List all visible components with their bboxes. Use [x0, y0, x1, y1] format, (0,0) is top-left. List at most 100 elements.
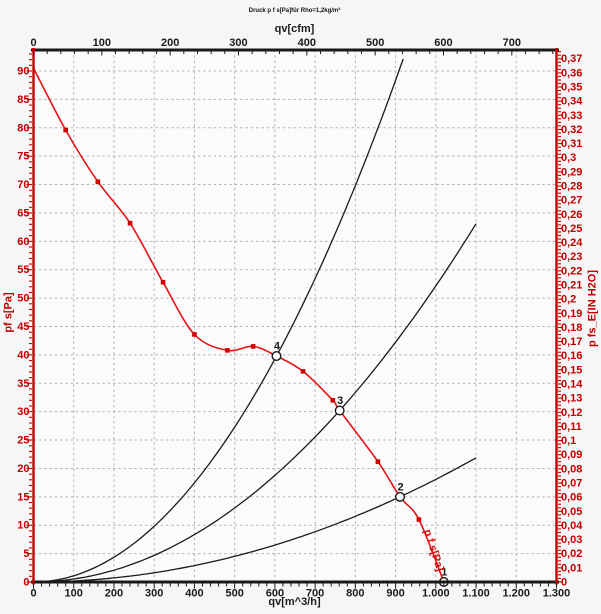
svg-text:0,21: 0,21	[561, 280, 582, 292]
operating-point-marker	[271, 351, 282, 362]
svg-text:0,09: 0,09	[561, 449, 582, 461]
svg-text:0,13: 0,13	[561, 393, 582, 405]
data-point-marker	[250, 344, 256, 349]
system-curve-3	[33, 58, 404, 583]
svg-text:10: 10	[17, 520, 29, 532]
svg-text:0,18: 0,18	[561, 322, 582, 334]
svg-text:300: 300	[229, 37, 247, 49]
svg-text:15: 15	[17, 491, 29, 503]
data-point-marker	[300, 369, 306, 374]
svg-text:0,11: 0,11	[561, 421, 582, 433]
svg-text:0,36: 0,36	[561, 67, 582, 79]
svg-text:1.200: 1.200	[503, 588, 531, 600]
svg-text:0: 0	[561, 577, 567, 589]
left-axis-ticks: 0 5 10 15 20 25 30 35 40 45 50 55 60 65 70 75 80 85 90	[17, 53, 32, 589]
svg-text:20: 20	[17, 463, 29, 475]
svg-text:500: 500	[225, 588, 243, 600]
svg-text:600: 600	[434, 37, 452, 49]
svg-text:700: 700	[306, 588, 324, 600]
svg-text:45: 45	[17, 321, 29, 333]
svg-text:65: 65	[17, 207, 29, 219]
data-point-marker	[192, 332, 197, 337]
svg-text:0,19: 0,19	[561, 308, 582, 320]
svg-text:50: 50	[17, 293, 29, 305]
svg-text:0,35: 0,35	[561, 82, 582, 94]
operating-point-label: 1	[441, 567, 447, 579]
bottom-axis-ticks: 0 100 200 300 400 500 600 700 800 900 1.000 1.100 1.…	[30, 583, 571, 600]
svg-text:200: 200	[161, 37, 179, 49]
svg-text:0,28: 0,28	[561, 181, 582, 193]
data-point-marker	[127, 220, 133, 226]
svg-text:40: 40	[17, 349, 29, 361]
svg-text:500: 500	[366, 37, 384, 49]
plot-area	[33, 50, 557, 582]
svg-text:90: 90	[17, 66, 29, 78]
fan-curve-line	[32, 67, 445, 583]
svg-text:0,12: 0,12	[561, 407, 582, 419]
svg-text:1.000: 1.000	[422, 588, 450, 600]
operating-point-marker	[395, 491, 406, 502]
svg-text:85: 85	[17, 94, 29, 106]
operating-points: 1 2 3 4	[271, 341, 449, 588]
svg-text:800: 800	[346, 588, 364, 600]
svg-text:0,03: 0,03	[561, 534, 582, 546]
svg-text:0,37: 0,37	[561, 53, 582, 65]
right-axis-ticks: 0 0,01 0,02 0,03 0,04 0,05 0,06 0,07 0,08 0,09 0,1…	[558, 51, 583, 589]
svg-text:80: 80	[17, 122, 29, 134]
data-point-marker	[160, 279, 166, 285]
data-point-marker	[225, 348, 230, 353]
svg-text:0,08: 0,08	[561, 463, 582, 475]
svg-text:0: 0	[23, 577, 29, 589]
svg-text:900: 900	[386, 588, 404, 600]
svg-text:25: 25	[17, 435, 29, 447]
svg-text:0,27: 0,27	[561, 195, 582, 207]
svg-text:0,16: 0,16	[561, 350, 582, 362]
data-point-marker	[95, 179, 101, 185]
svg-text:0,17: 0,17	[561, 336, 582, 348]
operating-point-label: 2	[397, 481, 403, 493]
svg-text:0,15: 0,15	[561, 364, 582, 376]
svg-text:400: 400	[185, 588, 203, 600]
svg-text:0,2: 0,2	[561, 294, 576, 306]
svg-text:0,31: 0,31	[561, 138, 582, 150]
system-curve-2	[33, 223, 477, 583]
operating-point-label: 4	[274, 341, 281, 353]
svg-text:0,23: 0,23	[561, 251, 582, 263]
operating-point-label: 3	[337, 395, 343, 407]
svg-text:35: 35	[17, 378, 29, 390]
svg-text:0,07: 0,07	[561, 478, 582, 490]
svg-text:60: 60	[17, 236, 29, 248]
svg-text:1.300: 1.300	[543, 588, 571, 600]
svg-text:600: 600	[266, 588, 284, 600]
data-point-marker	[416, 517, 422, 522]
svg-text:0,26: 0,26	[561, 209, 582, 221]
svg-text:0: 0	[30, 37, 36, 49]
svg-text:0,29: 0,29	[561, 166, 582, 178]
operating-point-marker	[334, 405, 345, 416]
svg-text:1.100: 1.100	[462, 588, 490, 600]
svg-text:0,01: 0,01	[561, 562, 582, 574]
svg-text:300: 300	[145, 588, 163, 600]
svg-text:700: 700	[503, 37, 521, 49]
svg-text:0,33: 0,33	[561, 110, 582, 122]
svg-text:70: 70	[17, 179, 29, 191]
svg-text:0,14: 0,14	[561, 379, 583, 391]
gridlines	[33, 50, 557, 582]
svg-text:0,25: 0,25	[561, 223, 582, 235]
svg-text:0,06: 0,06	[561, 492, 582, 504]
svg-text:75: 75	[17, 151, 29, 163]
svg-text:0,22: 0,22	[561, 265, 582, 277]
svg-text:30: 30	[17, 406, 29, 418]
svg-text:0,32: 0,32	[561, 124, 582, 136]
top-axis-ticks: 0 100 200 300 400 500 600 700	[30, 37, 554, 56]
svg-text:400: 400	[298, 37, 316, 49]
svg-text:0,24: 0,24	[561, 237, 583, 249]
svg-text:0,05: 0,05	[561, 506, 582, 518]
svg-text:0,04: 0,04	[561, 520, 583, 532]
svg-text:5: 5	[23, 548, 29, 560]
svg-text:0,3: 0,3	[561, 152, 576, 164]
data-point-marker	[63, 127, 68, 133]
svg-text:200: 200	[105, 588, 123, 600]
